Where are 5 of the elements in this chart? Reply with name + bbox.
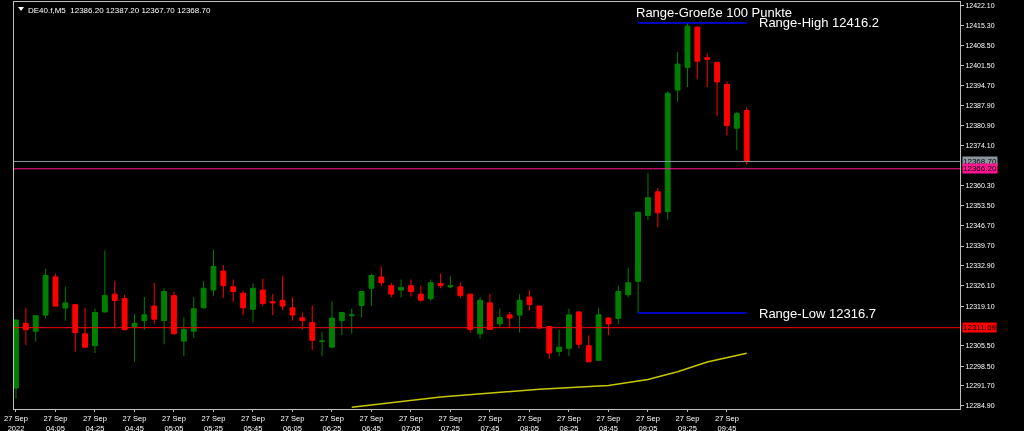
annotation: Range-Low 12316.7	[759, 306, 877, 321]
ref-line-label: 12368.70	[963, 157, 997, 166]
ref-line-label: 12366.20	[963, 164, 997, 173]
text: DE40.f,M5 12386.20 12387.20 12367.70 12368.70	[28, 6, 211, 15]
ref-line-label: 12311.69	[963, 323, 997, 332]
